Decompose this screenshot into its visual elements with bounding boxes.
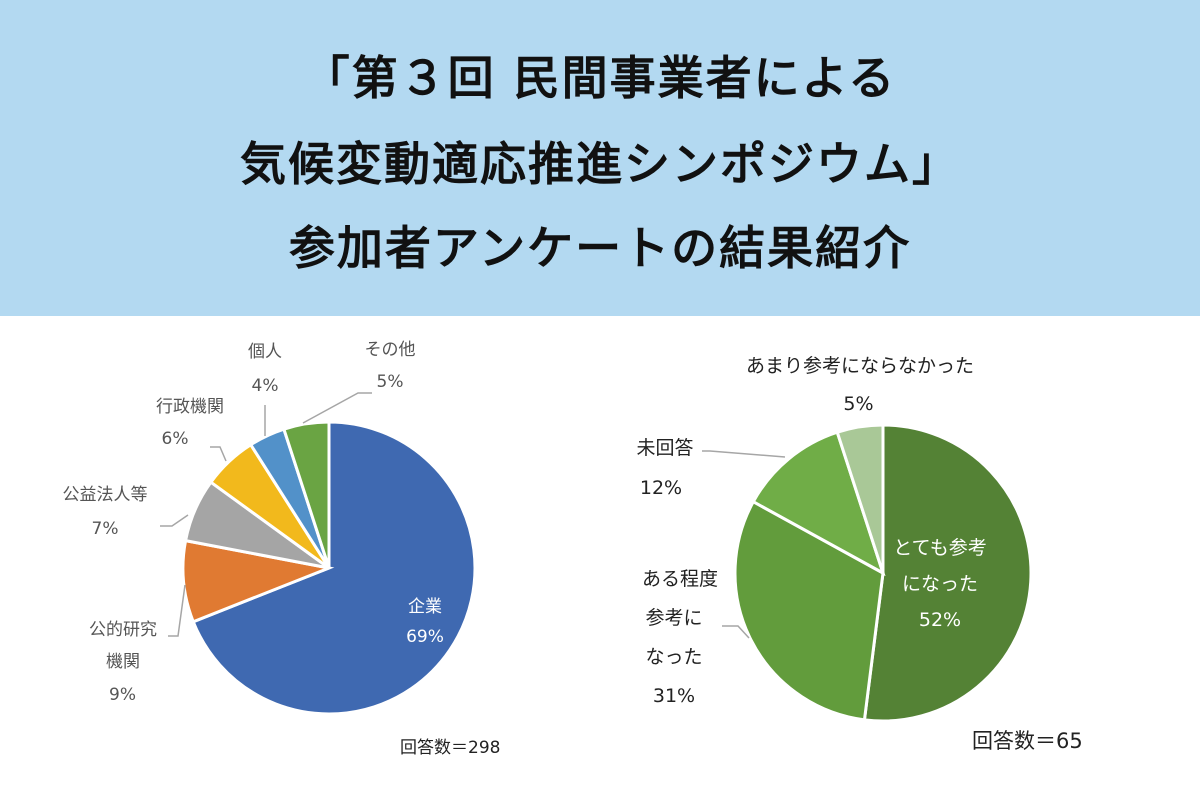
label-no-answer: 未回答 12% [625,428,705,508]
label-individual: 個人 4% [240,337,290,401]
pie-slice-0 [862,423,1033,723]
leader-lines [160,392,786,639]
label-company-name: 企業 [408,597,442,617]
label-company: 企業 69% [395,592,455,652]
label-not-useful-value: 5% [843,393,874,415]
label-research-name: 公的研究機関 [89,620,157,672]
label-somewhat-useful-line2: 参考に [645,607,703,629]
label-other-value: 5% [376,372,404,392]
response-count-left: 回答数＝298 [400,738,501,758]
label-company-value: 69% [406,627,444,647]
label-very-useful-value: 52% [918,609,962,631]
pie-chart-affiliation [181,420,477,716]
title-line-3: 参加者アンケートの結果紹介 [288,221,912,275]
pie-chart-usefulness [733,423,1033,723]
title-line-2: 気候変動適応推進シンポジウム」 [240,137,960,191]
leader-line-somewhat [722,625,750,639]
label-public-interest-value: 7% [91,519,119,539]
pie-slice-1 [733,499,885,722]
label-no-answer-name: 未回答 [636,437,694,459]
title-banner: 「第３回 民間事業者による 気候変動適応推進シンポジウム」 参加者アンケートの結… [0,0,1200,316]
label-government: 行政機関 6% [150,392,230,454]
label-not-useful-name: あまり参考にならなかった [745,355,974,377]
pie-slice-5 [281,420,331,569]
label-somewhat-useful-line3: なった [645,646,703,668]
response-count-right: 回答数＝65 [972,729,1083,753]
label-other: その他 5% [355,335,425,397]
label-individual-name: 個人 [248,342,282,362]
label-government-value: 6% [161,429,189,449]
label-very-useful: とても参考 になった 52% [885,530,995,638]
label-individual-value: 4% [251,376,279,396]
leader-line-research [168,584,186,637]
label-not-useful: あまり参考にならなかった 5% [710,347,1010,423]
label-very-useful-line1: とても参考 [893,537,987,559]
label-research: 公的研究機関 9% [75,614,170,712]
leader-line-no-answer [702,450,786,458]
leader-line-government [210,446,227,462]
label-no-answer-value: 12% [639,477,683,499]
label-other-name: その他 [364,340,416,360]
label-public-interest: 公益法人等 7% [55,480,155,544]
label-public-interest-name: 公益法人等 [62,485,148,505]
label-somewhat-useful: ある程度 参考に なった 31% [625,560,735,716]
leader-line-public-interest [160,514,189,527]
pie-slice-1 [181,538,335,624]
leader-line-other [302,392,372,424]
pie-slice-3 [835,423,885,574]
pie-slice-2 [751,430,886,577]
label-very-useful-line2: になった [901,573,978,595]
label-somewhat-useful-value: 31% [652,685,696,707]
pie-slice-0 [191,420,477,716]
label-government-name: 行政機関 [156,397,224,417]
title-line-1: 「第３回 民間事業者による [303,51,897,105]
label-somewhat-useful-line1: ある程度 [641,568,718,590]
label-research-value: 9% [109,685,136,705]
